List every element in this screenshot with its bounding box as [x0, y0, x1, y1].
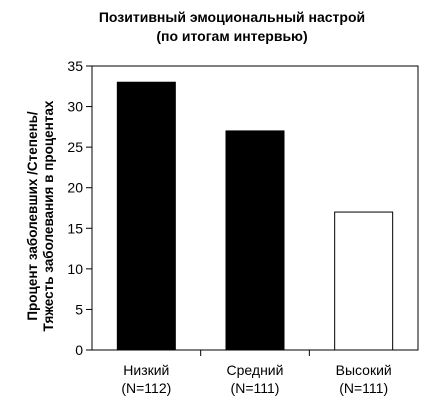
y-tick-label: 10	[67, 261, 83, 277]
bar-2	[225, 130, 285, 351]
y-tick-label: 30	[67, 99, 83, 115]
y-axis-label-line-1: Процент заболевших /Степень/	[25, 111, 40, 321]
bar-3	[334, 211, 394, 351]
y-tick-label: 25	[67, 139, 83, 155]
x-category-label-2-line-2: (N=111)	[231, 380, 280, 396]
y-axis-label: Процент заболевших /Степень/ Тяжесть заб…	[25, 100, 56, 331]
y-tick-label: 20	[67, 180, 83, 196]
chart-title-line-1: Позитивный эмоциональный настрой	[99, 9, 365, 25]
bar-1	[116, 81, 176, 351]
chart-title: Позитивный эмоциональный настрой (по ито…	[99, 9, 365, 44]
x-category-label-3-line-1: Высокий	[336, 362, 392, 378]
chart-title-line-2: (по итогам интервью)	[156, 28, 307, 44]
y-axis-label-line-2: Тяжесть заболевания в процентах	[41, 100, 56, 331]
x-category-label-3-line-2: (N=111)	[339, 380, 388, 396]
y-tick-label: 5	[75, 301, 83, 317]
y-tick-label: 0	[75, 342, 83, 358]
y-tick-label: 15	[67, 220, 83, 236]
x-category-label-1-line-1: Низкий	[123, 362, 169, 378]
plot-area: 0 5 10 15 20 25 30 35 Низкий (N=112) Средний (N=111…	[67, 58, 419, 396]
x-category-label-1-line-2: (N=112)	[121, 380, 171, 396]
y-tick-label: 35	[67, 58, 83, 74]
x-category-label-2-line-1: Средний	[227, 362, 284, 378]
